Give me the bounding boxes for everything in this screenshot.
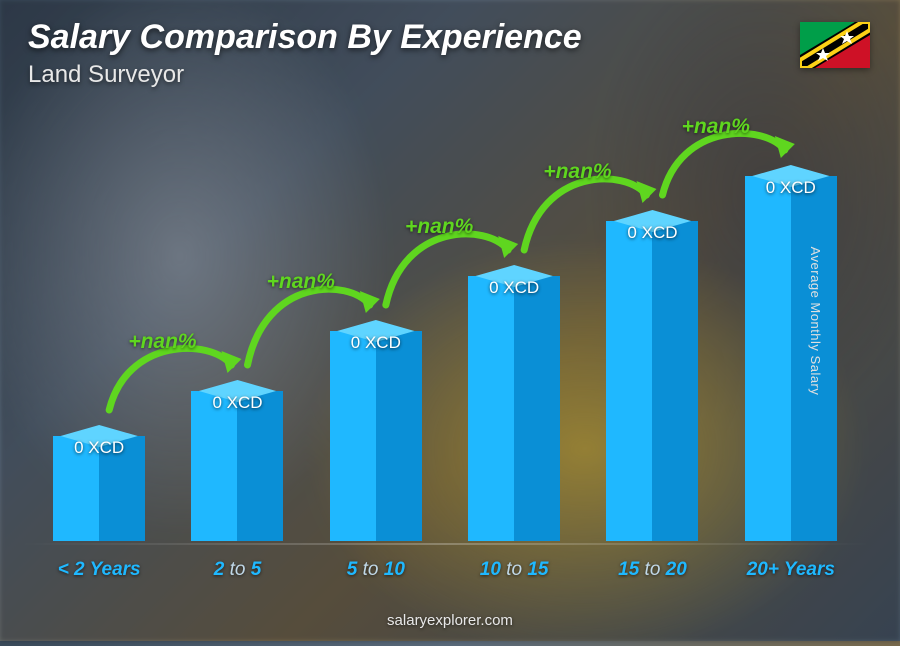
bar bbox=[606, 221, 698, 541]
category-label: < 2 Years bbox=[58, 559, 141, 581]
bar bbox=[330, 331, 422, 541]
bar-front-face bbox=[745, 176, 837, 541]
y-axis-label: Average Monthly Salary bbox=[808, 246, 823, 395]
chart-column: 0 XCD 10 to 15 bbox=[445, 276, 583, 581]
category-label: 5 to 10 bbox=[347, 559, 405, 581]
footer-attribution: salaryexplorer.com bbox=[0, 612, 900, 629]
chart-column: 0 XCD 20+ Years bbox=[722, 176, 860, 581]
bar bbox=[468, 276, 560, 541]
chart-column: 0 XCD 2 to 5 bbox=[168, 391, 306, 581]
bar-value-label: 0 XCD bbox=[489, 278, 539, 298]
bar bbox=[745, 176, 837, 541]
bar-front-face bbox=[606, 221, 698, 541]
bar-front-face bbox=[330, 331, 422, 541]
bar-value-label: 0 XCD bbox=[212, 393, 262, 413]
chart-title: Salary Comparison By Experience bbox=[28, 18, 582, 57]
category-label: 15 to 20 bbox=[618, 559, 687, 581]
chart-column: 0 XCD 5 to 10 bbox=[307, 331, 445, 581]
category-label: 2 to 5 bbox=[214, 559, 262, 581]
category-label: 20+ Years bbox=[747, 559, 835, 581]
bar-value-label: 0 XCD bbox=[766, 178, 816, 198]
chart-column: 0 XCD < 2 Years bbox=[30, 436, 168, 581]
bar-value-label: 0 XCD bbox=[351, 333, 401, 353]
bar bbox=[191, 391, 283, 541]
category-label: 10 to 15 bbox=[480, 559, 549, 581]
header: Salary Comparison By Experience Land Sur… bbox=[28, 18, 582, 89]
bar-chart: 0 XCD< 2 Years0 XCD2 to 50 XCD5 to 100 X… bbox=[30, 111, 860, 581]
bar-front-face bbox=[191, 391, 283, 541]
chart-column: 0 XCD 15 to 20 bbox=[583, 221, 721, 581]
bar-front-face bbox=[468, 276, 560, 541]
country-flag-icon bbox=[800, 22, 870, 68]
bar-value-label: 0 XCD bbox=[74, 438, 124, 458]
bar-value-label: 0 XCD bbox=[627, 223, 677, 243]
chart-subtitle: Land Surveyor bbox=[28, 61, 582, 89]
